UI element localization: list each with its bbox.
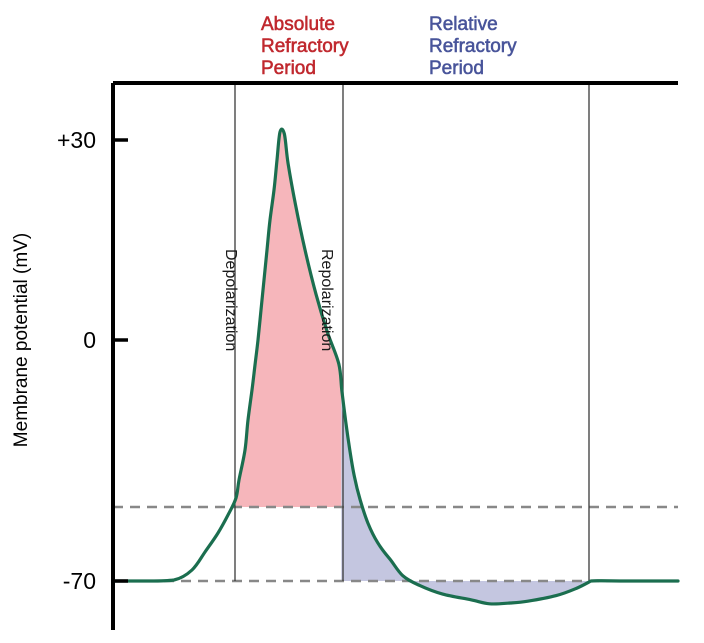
svg-text:Depolarization: Depolarization — [222, 249, 239, 351]
svg-text:+30: +30 — [57, 127, 96, 153]
svg-text:Repolarization: Repolarization — [318, 249, 335, 351]
svg-text:Period: Period — [261, 58, 316, 79]
svg-text:Refractory: Refractory — [261, 36, 349, 57]
svg-text:Membrane potential (mV): Membrane potential (mV) — [11, 233, 32, 447]
svg-text:Absolute: Absolute — [261, 14, 335, 35]
svg-text:-70: -70 — [63, 568, 96, 594]
svg-text:Relative: Relative — [429, 14, 498, 35]
svg-text:Refractory: Refractory — [429, 36, 517, 57]
svg-text:Period: Period — [429, 58, 484, 79]
svg-text:0: 0 — [83, 327, 96, 353]
